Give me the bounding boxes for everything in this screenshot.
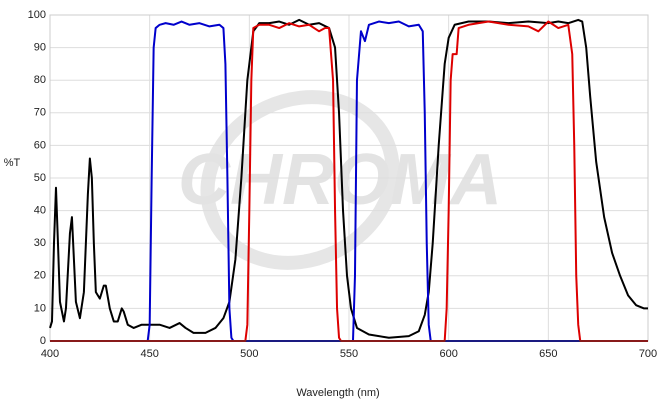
x-tick-label: 450: [140, 348, 158, 360]
x-tick-label: 500: [240, 348, 258, 360]
y-tick-label: 100: [28, 9, 46, 21]
x-tick-label: 550: [340, 348, 358, 360]
y-tick-label: 50: [34, 172, 46, 184]
y-tick-label: 0: [40, 335, 46, 347]
watermark-swoosh: [200, 90, 400, 270]
x-tick-label: 600: [439, 348, 457, 360]
y-tick-label: 40: [34, 205, 46, 217]
y-tick-label: 70: [34, 107, 46, 119]
x-tick-label: 400: [41, 348, 59, 360]
y-tick-label: 20: [34, 270, 46, 282]
series-line: [50, 20, 648, 342]
y-axis-label: %T: [4, 157, 21, 169]
y-tick-label: 10: [34, 302, 46, 314]
x-axis-label: Wavelength (nm): [296, 387, 379, 399]
y-tick-label: 90: [34, 42, 46, 54]
x-tick-label: 650: [539, 348, 557, 360]
y-tick-label: 60: [34, 139, 46, 151]
y-tick-label: 30: [34, 237, 46, 249]
y-tick-label: 80: [34, 74, 46, 86]
x-tick-label: 700: [639, 348, 657, 360]
